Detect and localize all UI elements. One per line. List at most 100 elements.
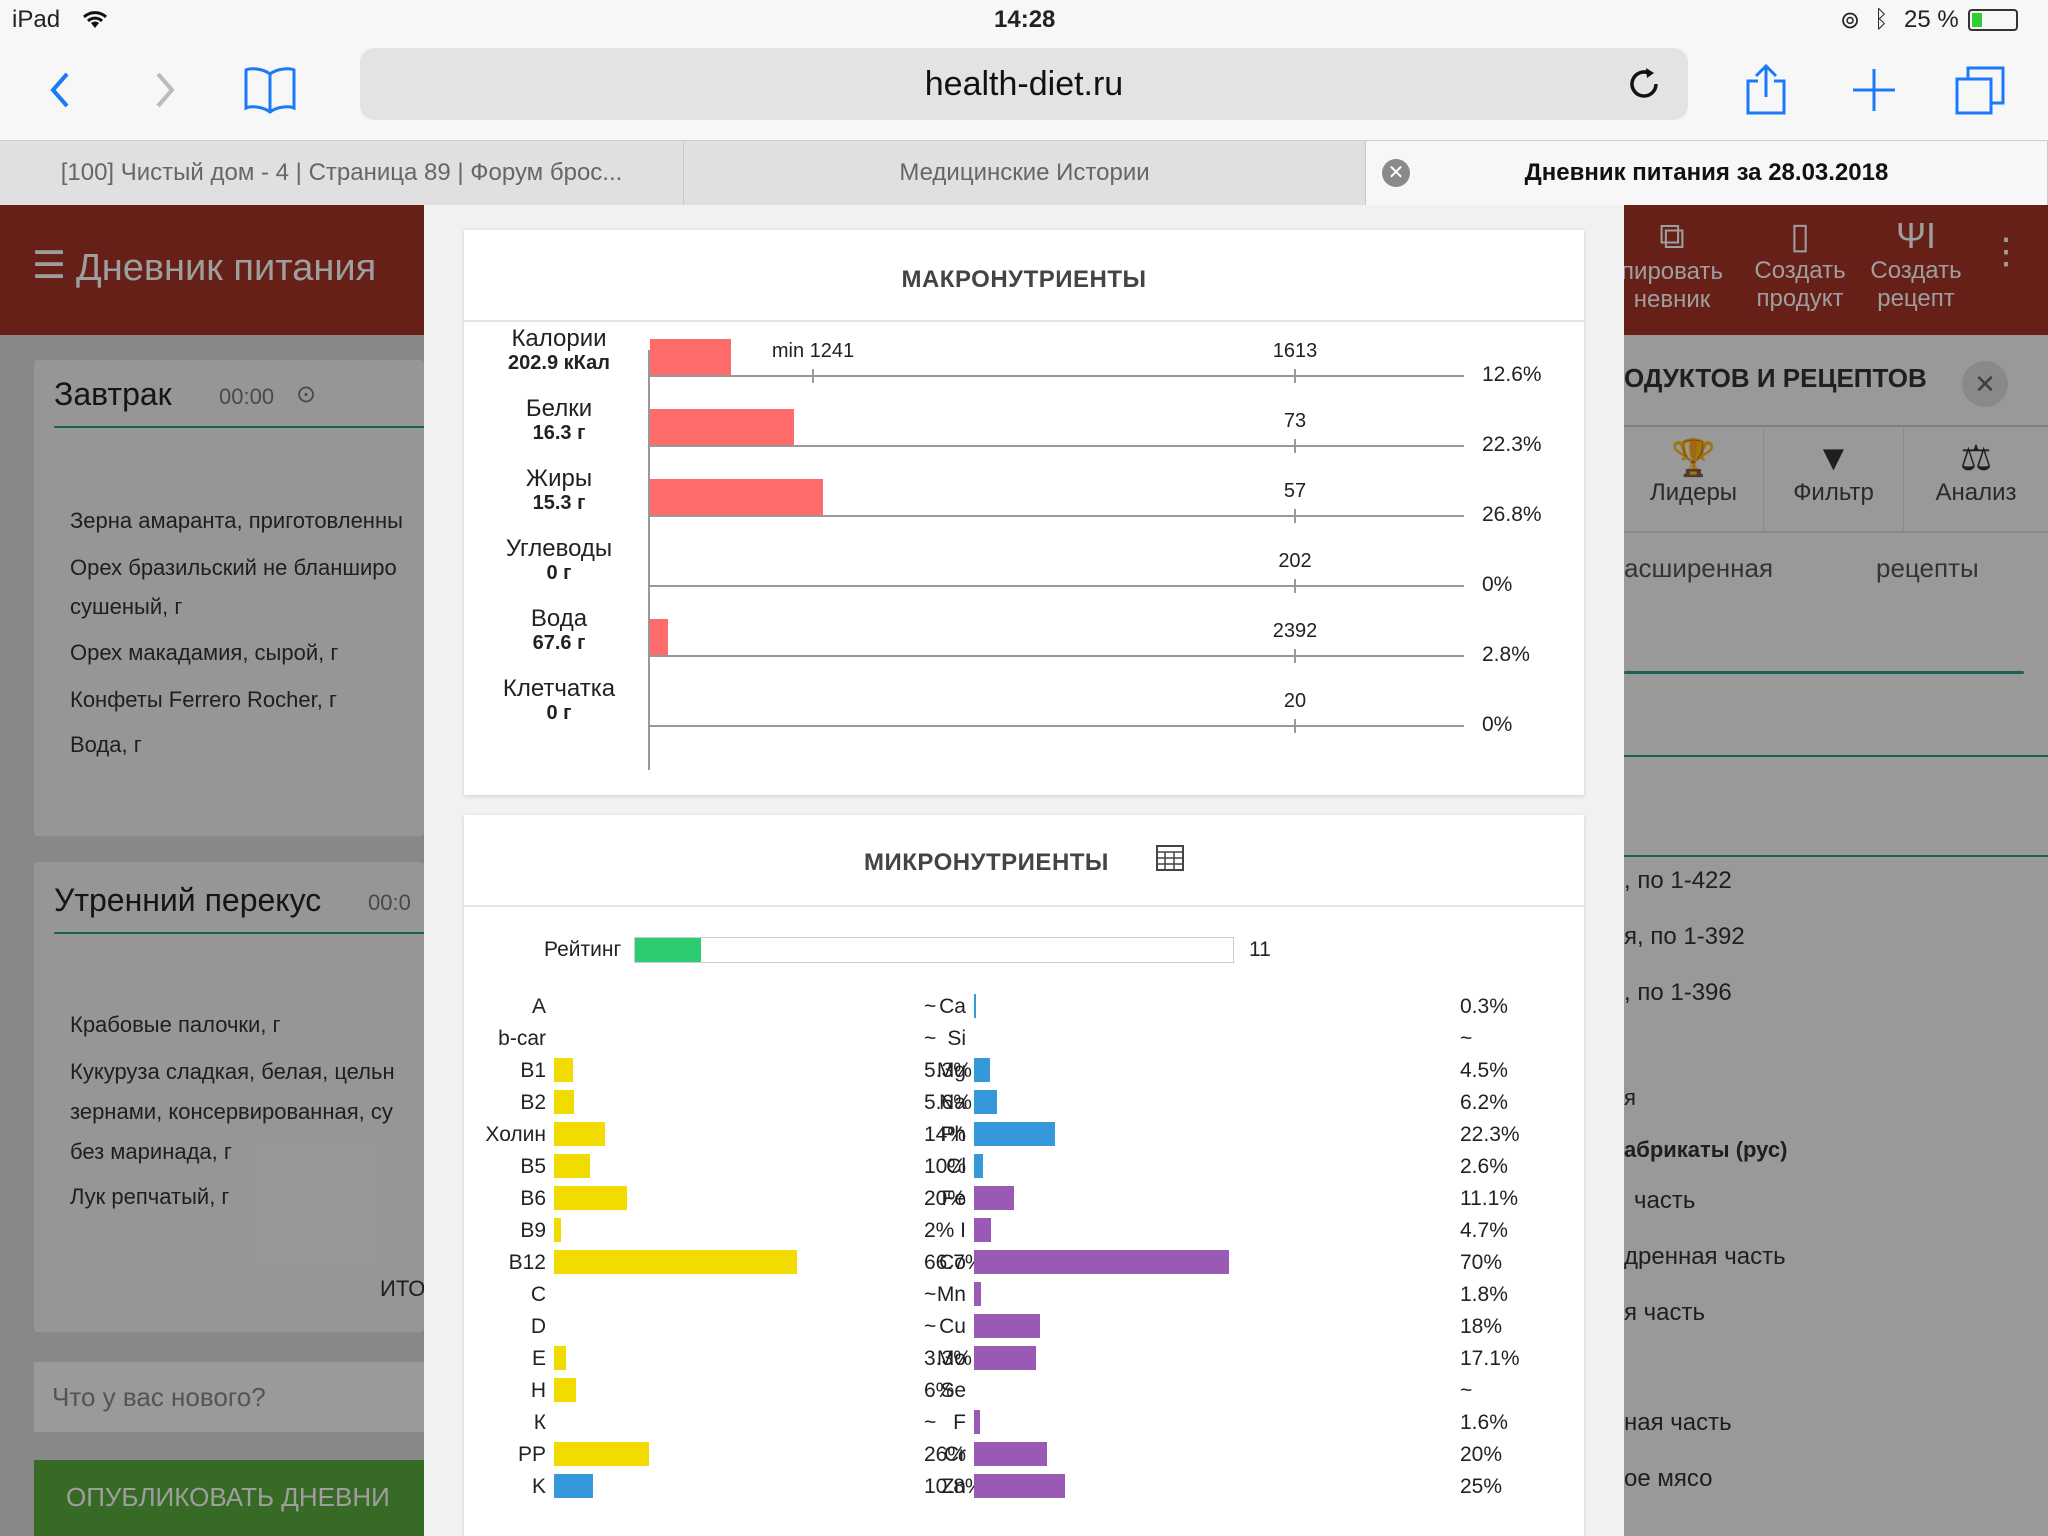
vitamin-name: b-car	[498, 1027, 546, 1050]
create-recipe-button[interactable]: ΨI Создать рецепт	[1856, 215, 1976, 325]
category-row[interactable]: ое мясо	[1624, 1465, 1713, 1492]
macro-min-label: min 1241	[771, 340, 855, 362]
macro-value: 15.3 г	[532, 492, 586, 514]
macro-target-label: 202	[1278, 550, 1312, 572]
vitamin-percent: 66.7%	[924, 1251, 984, 1274]
bookmarks-button[interactable]	[240, 60, 300, 120]
mineral-name: Se	[940, 1379, 966, 1402]
close-tab-icon[interactable]: ✕	[1382, 159, 1410, 187]
category-row[interactable]: я, по 1-392	[1624, 923, 1745, 950]
vitamin-bar	[554, 1442, 649, 1466]
back-button[interactable]	[30, 60, 90, 120]
mineral-percent: 4.7%	[1460, 1219, 1508, 1242]
news-input[interactable]: Что у вас нового?	[34, 1362, 424, 1432]
vitamin-percent: 20%	[924, 1187, 967, 1210]
document-icon: ▯	[1790, 215, 1810, 256]
category-row[interactable]: я	[1624, 1085, 1636, 1110]
vitamin-percent: 14%	[924, 1123, 967, 1146]
action-label: Создать рецепт	[1870, 257, 1962, 312]
mineral-percent: 1.8%	[1460, 1283, 1508, 1306]
rating-bar-track	[634, 937, 1234, 963]
share-button[interactable]	[1736, 60, 1796, 120]
trophy-icon: 🏆	[1671, 437, 1716, 478]
create-product-button[interactable]: ▯ Создать продукт	[1740, 215, 1860, 325]
tab-recipes[interactable]: рецепты	[1876, 553, 1979, 583]
vitamin-name: C	[530, 1283, 546, 1306]
leaders-button[interactable]: 🏆 Лидеры	[1624, 427, 1764, 531]
vitamin-name: B6	[520, 1187, 546, 1210]
macro-target-label: 20	[1283, 690, 1307, 712]
vitamin-bar	[554, 1378, 576, 1402]
products-header: ОДУКТОВ И РЕЦЕПТОВ	[1624, 363, 1927, 393]
food-item[interactable]: Кукуруза сладкая, белая, цельн	[70, 1059, 395, 1084]
table-icon[interactable]	[1156, 845, 1184, 876]
vitamin-percent: 6%	[924, 1379, 955, 1402]
tab-forum[interactable]: [100] Чистый дом - 4 | Страница 89 | Фор…	[0, 141, 684, 205]
category-row[interactable]: часть	[1634, 1187, 1696, 1214]
macro-target-tick	[1294, 719, 1296, 733]
products-panel: ОДУКТОВ И РЕЦЕПТОВ ✕ 🏆 Лидеры ▼ Фильтр ⚖…	[1624, 335, 2048, 1536]
category-row[interactable]: я часть	[1624, 1299, 1706, 1326]
food-item[interactable]: Орех бразильский не бланширо	[70, 555, 397, 580]
vitamin-name: Холин	[485, 1123, 546, 1146]
macro-name: Калории	[511, 325, 607, 352]
address-bar[interactable]: health-diet.ru	[360, 48, 1688, 120]
mineral-percent: 17.1%	[1460, 1347, 1520, 1370]
macro-value: 0 г	[546, 702, 572, 724]
category-row[interactable]: абрикаты (рус)	[1624, 1137, 1788, 1162]
menu-icon[interactable]: ☰	[32, 245, 67, 287]
copy-diary-button[interactable]: ⧉ пировать невник	[1612, 215, 1732, 325]
tab-bar: [100] Чистый дом - 4 | Страница 89 | Фор…	[0, 140, 2048, 205]
clock-icon[interactable]: ⊙	[296, 381, 317, 408]
food-item[interactable]: Орех макадамия, сырой, г	[70, 640, 339, 665]
vitamin-name: E	[531, 1347, 546, 1370]
macro-baseline	[648, 375, 1464, 377]
macro-name: Белки	[525, 395, 593, 422]
vitamin-percent: 26%	[924, 1443, 967, 1466]
close-icon[interactable]: ✕	[1962, 361, 2008, 407]
vitamin-name: К	[533, 1411, 546, 1434]
food-item[interactable]: Конфеты Ferrero Rocher, г	[70, 687, 337, 712]
macro-target-label: 73	[1283, 410, 1307, 432]
mineral-name: I	[960, 1219, 966, 1242]
vitamin-name: K	[531, 1475, 546, 1498]
vitamin-percent: ~	[924, 1315, 937, 1338]
rotation-lock-icon: ⊚	[1840, 7, 1861, 34]
macro-label: Вода 67.6 г	[464, 606, 654, 656]
tab-medical[interactable]: Медицинские Истории	[684, 141, 1366, 205]
food-item[interactable]: Вода, г	[70, 732, 142, 757]
mineral-bar	[974, 1218, 991, 1242]
tab-extended[interactable]: асширенная	[1624, 553, 1774, 583]
tabs-overview-button[interactable]	[1950, 60, 2010, 120]
analysis-modal: МАКРОНУТРИЕНТЫ Калории 202.9 кКал 1613 min …	[424, 205, 1624, 1536]
reload-icon[interactable]	[1626, 66, 1662, 111]
filter-button[interactable]: ▼ Фильтр	[1764, 427, 1904, 531]
app-title: Дневник питания	[76, 247, 377, 289]
forward-button[interactable]	[135, 60, 195, 120]
mineral-bar	[974, 1058, 990, 1082]
category-row[interactable]: , по 1-396	[1624, 979, 1732, 1006]
mineral-name: Mn	[936, 1283, 966, 1306]
action-label: пировать невник	[1621, 258, 1723, 313]
wifi-icon	[80, 8, 110, 37]
category-row[interactable]: дренная часть	[1624, 1243, 1786, 1270]
food-item[interactable]: Крабовые палочки, г	[70, 1012, 281, 1037]
tab-diary[interactable]: ✕ Дневник питания за 28.03.2018	[1366, 141, 2048, 205]
macro-target-label: 1613	[1272, 340, 1318, 362]
macro-name: Углеводы	[505, 535, 613, 562]
icon-label: Лидеры	[1649, 479, 1738, 506]
meal-time: 00:0	[368, 890, 411, 915]
mineral-bar	[974, 1346, 1036, 1370]
category-row[interactable]: ная часть	[1624, 1409, 1732, 1436]
food-item[interactable]: Зерна амаранта, приготовленны	[70, 508, 403, 533]
publish-button[interactable]: ОПУБЛИКОВАТЬ ДНЕВНИ	[34, 1460, 424, 1536]
category-row[interactable]: , по 1-422	[1624, 867, 1732, 894]
food-item[interactable]: Лук репчатый, г	[70, 1184, 230, 1209]
mineral-name: Mg	[936, 1059, 966, 1082]
battery-percent: 25 %	[1904, 6, 1959, 33]
new-tab-button[interactable]	[1844, 60, 1904, 120]
snack-card: Утренний перекус 00:0 Крабовые палочки, …	[34, 862, 425, 1332]
mineral-bar	[974, 1474, 1065, 1498]
analysis-button[interactable]: ⚖ Анализ	[1904, 427, 2048, 531]
macro-bar	[650, 619, 668, 655]
